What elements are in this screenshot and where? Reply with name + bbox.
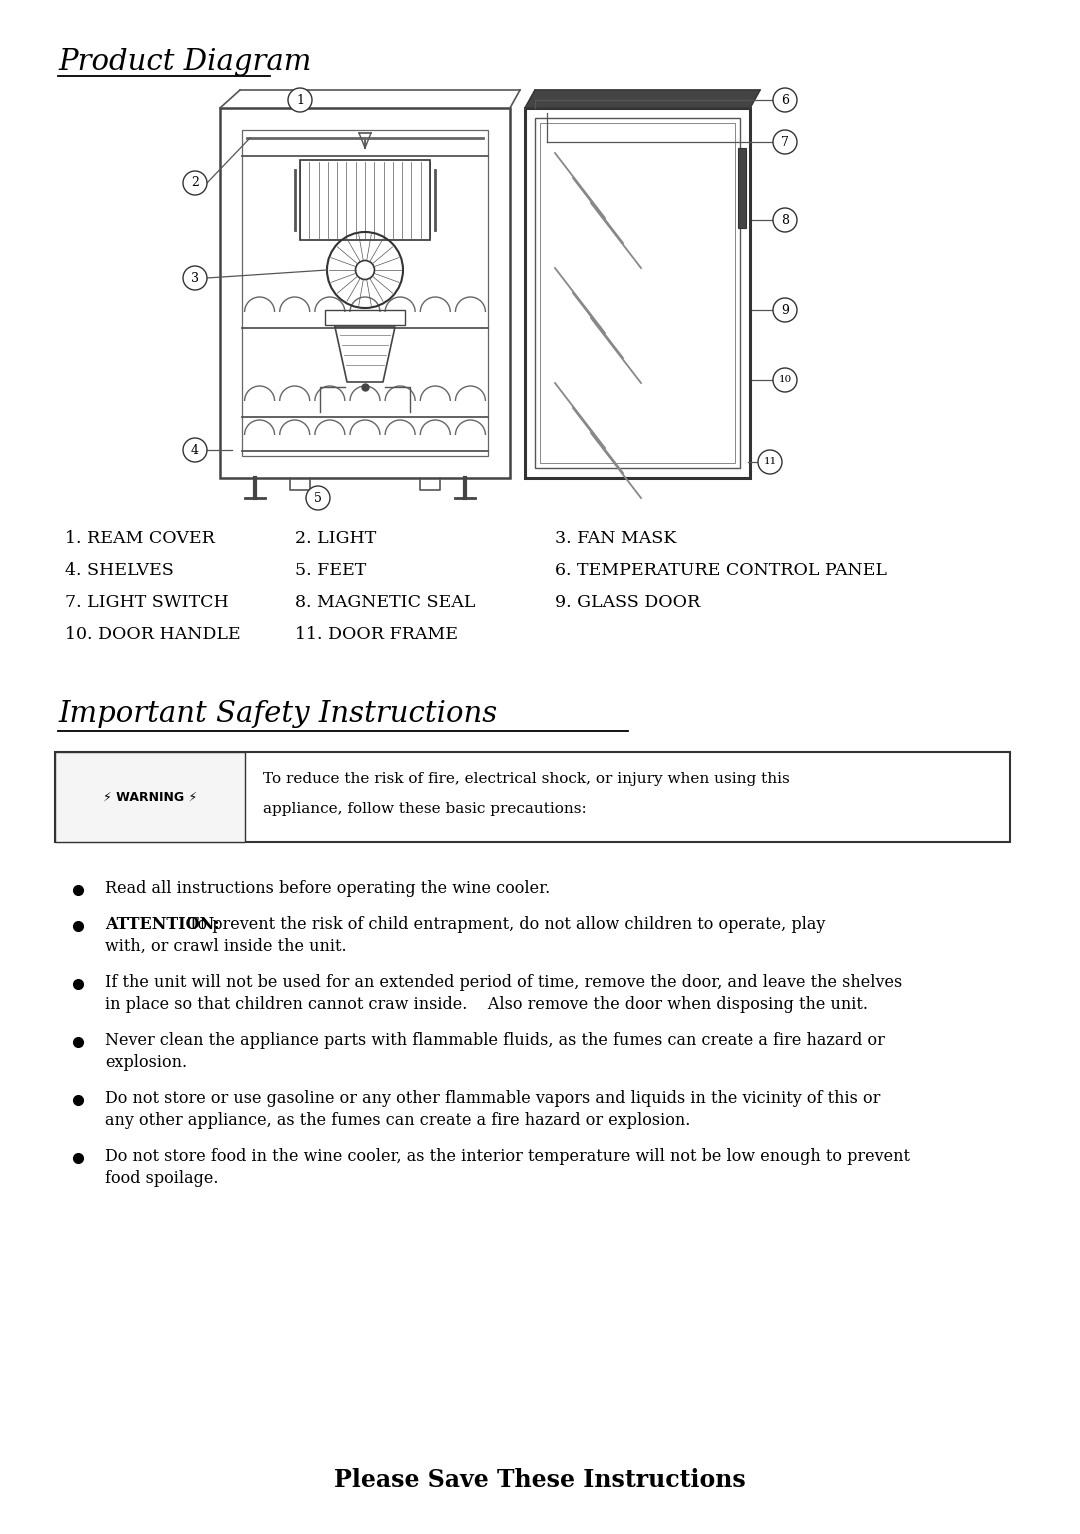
Text: in place so that children cannot craw inside.    Also remove the door when dispo: in place so that children cannot craw in… [105,996,868,1012]
Text: 3: 3 [191,272,199,284]
Text: food spoilage.: food spoilage. [105,1170,218,1187]
Text: 1. REAM COVER: 1. REAM COVER [65,531,215,548]
Text: 3. FAN MASK: 3. FAN MASK [555,531,676,548]
Text: Read all instructions before operating the wine cooler.: Read all instructions before operating t… [105,881,550,897]
Text: To prevent the risk of child entrapment, do not allow children to operate, play: To prevent the risk of child entrapment,… [183,916,825,933]
Text: 4: 4 [191,443,199,457]
Circle shape [773,298,797,322]
Polygon shape [525,91,760,107]
Circle shape [288,87,312,112]
Text: appliance, follow these basic precautions:: appliance, follow these basic precaution… [264,802,586,816]
Text: 2: 2 [191,176,199,190]
Text: 8. MAGNETIC SEAL: 8. MAGNETIC SEAL [295,594,475,611]
Text: 7. LIGHT SWITCH: 7. LIGHT SWITCH [65,594,229,611]
Text: If the unit will not be used for an extended period of time, remove the door, an: If the unit will not be used for an exte… [105,974,902,991]
Text: 11: 11 [764,457,777,466]
Text: any other appliance, as the fumes can create a fire hazard or explosion.: any other appliance, as the fumes can cr… [105,1112,690,1129]
Text: Important Safety Instructions: Important Safety Instructions [58,700,497,729]
Circle shape [773,87,797,112]
Text: 10: 10 [779,376,792,385]
Polygon shape [55,752,245,842]
Circle shape [306,486,330,509]
Circle shape [758,449,782,474]
Text: 1: 1 [296,94,303,106]
Text: ⚡ WARNING ⚡: ⚡ WARNING ⚡ [103,790,198,804]
Circle shape [773,130,797,153]
Text: 9: 9 [781,304,788,316]
Text: Never clean the appliance parts with flammable fluids, as the fumes can create a: Never clean the appliance parts with fla… [105,1032,885,1049]
Text: 2. LIGHT: 2. LIGHT [295,531,376,548]
Polygon shape [738,147,746,229]
Text: 5: 5 [314,491,322,505]
Text: Do not store or use gasoline or any other flammable vapors and liquids in the vi: Do not store or use gasoline or any othe… [105,1091,880,1108]
Circle shape [183,265,207,290]
Text: 9. GLASS DOOR: 9. GLASS DOOR [555,594,700,611]
Text: Product Diagram: Product Diagram [58,48,311,77]
Text: Do not store food in the wine cooler, as the interior temperature will not be lo: Do not store food in the wine cooler, as… [105,1147,910,1164]
Circle shape [773,368,797,393]
Text: with, or crawl inside the unit.: with, or crawl inside the unit. [105,937,347,956]
Text: 10. DOOR HANDLE: 10. DOOR HANDLE [65,626,241,643]
Text: 6: 6 [781,94,789,106]
Text: 11. DOOR FRAME: 11. DOOR FRAME [295,626,458,643]
Text: 8: 8 [781,213,789,227]
Text: Please Save These Instructions: Please Save These Instructions [334,1468,746,1493]
Text: 6. TEMPERATURE CONTROL PANEL: 6. TEMPERATURE CONTROL PANEL [555,561,887,578]
Text: 5. FEET: 5. FEET [295,561,366,578]
Text: To reduce the risk of fire, electrical shock, or injury when using this: To reduce the risk of fire, electrical s… [264,772,789,785]
Text: 7: 7 [781,135,788,149]
Circle shape [183,170,207,195]
Circle shape [773,209,797,232]
Text: explosion.: explosion. [105,1054,187,1071]
Circle shape [183,439,207,462]
Text: ATTENTION:: ATTENTION: [105,916,219,933]
Text: 4. SHELVES: 4. SHELVES [65,561,174,578]
